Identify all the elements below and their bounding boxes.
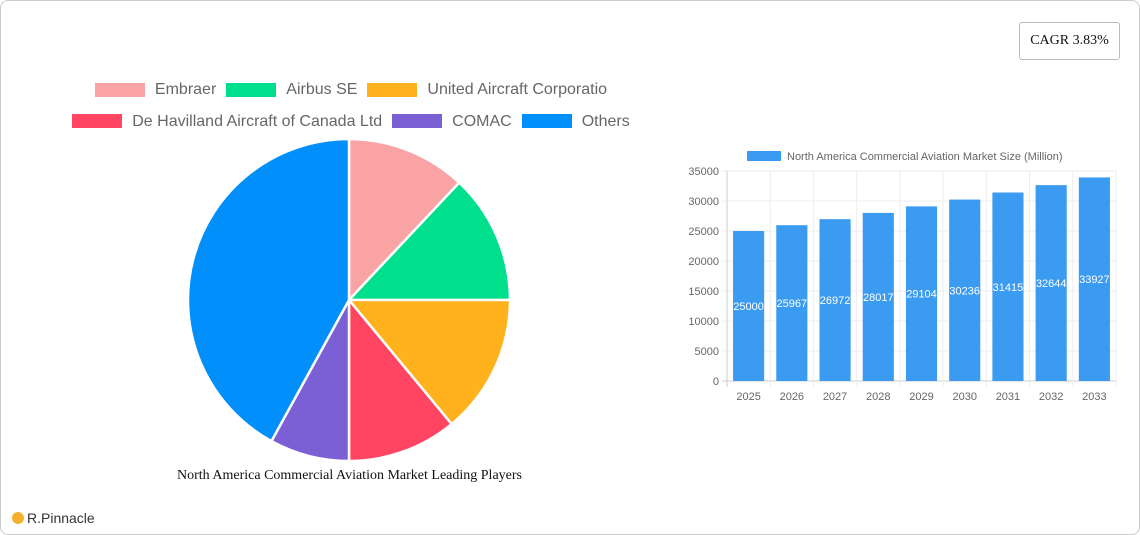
y-tick-label: 0 <box>713 376 719 388</box>
bar <box>819 219 851 381</box>
bar-data-label: 32644 <box>1036 278 1067 290</box>
pie-slice <box>347 137 461 304</box>
bar <box>1035 185 1067 381</box>
cagr-badge: CAGR 3.83% <box>1019 22 1120 60</box>
legend-swatch <box>94 82 145 97</box>
legend-label: United Aircraft Corporatio <box>427 81 608 98</box>
bar-legend-swatch <box>747 151 781 161</box>
pie-slice <box>186 137 351 443</box>
logo-text: R.Pinnacle <box>27 510 95 526</box>
legend-swatch <box>392 114 443 128</box>
x-tick-label: 2027 <box>823 391 847 403</box>
x-tick-label: 2029 <box>909 391 933 403</box>
x-tick-label: 2031 <box>996 391 1020 403</box>
y-tick-label: 15000 <box>688 286 719 298</box>
x-tick-label: 2028 <box>866 391 890 403</box>
legend-swatch <box>72 114 123 128</box>
pie-slice <box>346 180 512 302</box>
legend-label: Others <box>581 112 630 130</box>
x-tick-label: 2032 <box>1039 391 1063 403</box>
x-tick-label: 2026 <box>780 391 804 403</box>
bar-data-label: 25967 <box>777 298 808 310</box>
y-tick-label: 30000 <box>688 196 719 208</box>
logo-icon <box>12 512 24 524</box>
y-tick-label: 25000 <box>688 226 719 238</box>
legend-item[interactable]: Airbus SE <box>226 75 357 104</box>
legend-label: Airbus SE <box>286 81 358 98</box>
legend-swatch <box>226 82 277 97</box>
bar <box>776 225 808 381</box>
bar <box>949 199 981 381</box>
y-tick-label: 5000 <box>695 346 719 358</box>
legend-item[interactable]: Others <box>521 107 630 136</box>
x-tick-label: 2030 <box>952 391 976 403</box>
legend-swatch <box>367 82 418 97</box>
bar-data-label: 25000 <box>733 301 764 313</box>
bar <box>905 206 938 381</box>
legend-item[interactable]: De Havilland Aircraft of Canada Ltd <box>72 107 382 136</box>
legend-label: COMAC <box>452 112 512 130</box>
logo: R.Pinnacle <box>12 510 95 526</box>
bar <box>1078 177 1110 381</box>
y-tick-label: 35000 <box>688 166 719 178</box>
bar-data-label: 28017 <box>863 292 894 304</box>
pie-title: North America Commercial Aviation Market… <box>177 468 522 483</box>
y-tick-label: 10000 <box>688 316 719 328</box>
bar-data-label: 30236 <box>949 285 980 297</box>
legend-item[interactable]: Embraer <box>94 75 217 104</box>
bar-data-label: 31415 <box>993 282 1024 294</box>
legend-label: De Havilland Aircraft of Canada Ltd <box>132 112 383 130</box>
bar-legend-label: North America Commercial Aviation Market… <box>787 151 1063 163</box>
y-tick-label: 20000 <box>688 256 719 268</box>
bar-data-label: 26972 <box>820 295 851 307</box>
x-tick-label: 2025 <box>736 391 760 403</box>
bar-data-label: 29104 <box>906 289 937 301</box>
pie-slice <box>347 296 454 463</box>
pie-slice <box>346 298 512 426</box>
legend-item[interactable]: United Aircraft Corporatio <box>367 75 607 104</box>
bar-data-label: 33927 <box>1079 274 1110 286</box>
bar <box>862 212 894 381</box>
x-tick-label: 2033 <box>1082 391 1106 403</box>
bar <box>992 192 1024 381</box>
pie-legend: Embraer Airbus SE United Aircraft Corporat… <box>41 75 661 138</box>
legend-swatch <box>521 114 572 128</box>
legend-item[interactable]: COMAC <box>392 107 512 136</box>
legend-label: Embraer <box>154 81 217 98</box>
bar <box>733 231 765 381</box>
